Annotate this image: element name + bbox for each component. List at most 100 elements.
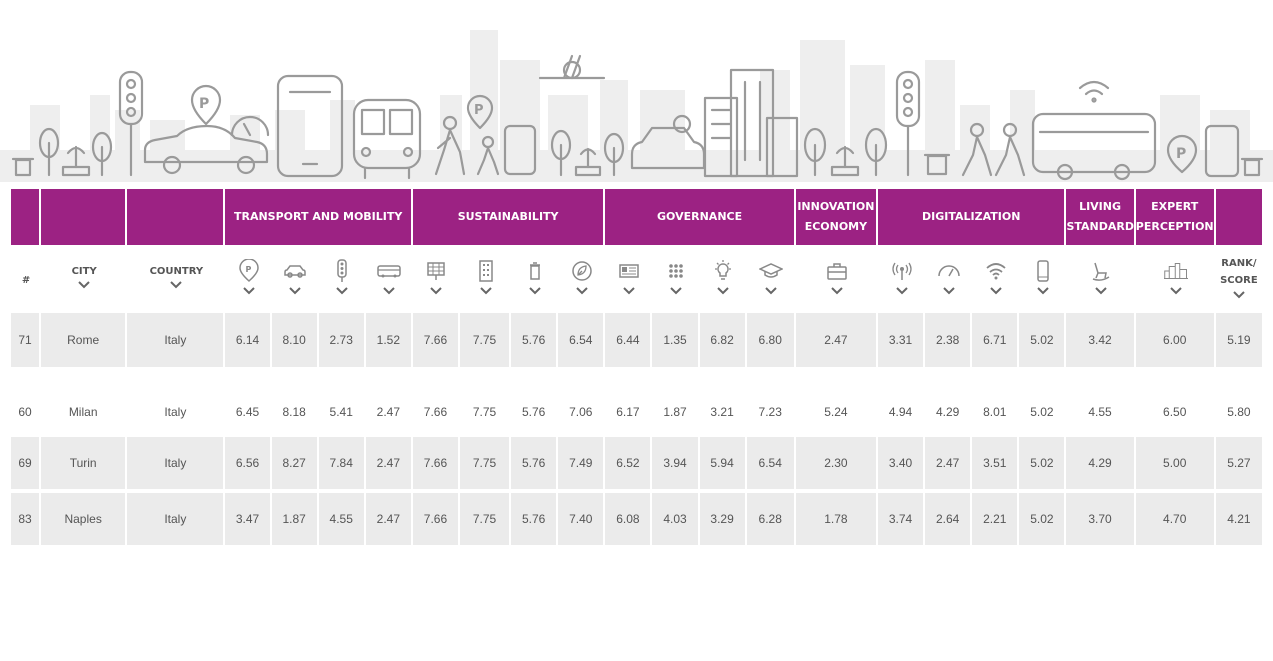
chevron-down-icon[interactable]: [460, 287, 511, 298]
bus-icon: [366, 259, 413, 285]
column-grid-dots[interactable]: [652, 245, 699, 313]
row-value: 7.49: [558, 437, 606, 489]
chevron-down-icon[interactable]: [747, 287, 796, 298]
chevron-down-icon[interactable]: [272, 287, 319, 298]
row-value: 2.64: [925, 493, 973, 545]
row-value: 2.21: [972, 493, 1020, 545]
column-city[interactable]: CITY: [41, 245, 127, 313]
column-briefcase[interactable]: [796, 245, 878, 313]
row-value: 2.47: [365, 437, 413, 489]
row-value: 4.29: [925, 367, 973, 437]
chevron-down-icon[interactable]: [558, 287, 605, 298]
header-blank-4: [1215, 189, 1262, 245]
row-score: 5.80: [1215, 367, 1262, 437]
column-id-card[interactable]: [605, 245, 652, 313]
chevron-down-icon[interactable]: [796, 287, 878, 298]
column-leaf[interactable]: [558, 245, 605, 313]
smart-city-index-table: TRANSPORT AND MOBILITY SUSTAINABILITY GO…: [11, 189, 1262, 545]
column-rocking-chair[interactable]: [1066, 245, 1135, 313]
row-city: Turin: [41, 437, 128, 489]
chevron-down-icon[interactable]: [878, 287, 925, 298]
chevron-down-icon[interactable]: [413, 287, 460, 298]
chevron-down-icon[interactable]: [319, 287, 366, 298]
column-wifi[interactable]: [972, 245, 1019, 313]
column-bus[interactable]: [366, 245, 413, 313]
column-parking[interactable]: P: [225, 245, 271, 313]
chevron-down-icon[interactable]: [366, 287, 413, 298]
chevron-down-icon[interactable]: [225, 287, 271, 298]
chevron-down-icon[interactable]: [1216, 291, 1262, 302]
row-value: 6.14: [225, 313, 272, 367]
row-value: 5.76: [511, 493, 559, 545]
row-value: 7.75: [460, 493, 512, 545]
column-city-skyline[interactable]: [1136, 245, 1216, 313]
row-value: 7.40: [558, 493, 606, 545]
row-value: 8.18: [271, 367, 319, 437]
row-value: 1.35: [652, 313, 700, 367]
chevron-down-icon[interactable]: [1066, 287, 1135, 298]
row-value: 3.51: [972, 437, 1020, 489]
table-body: 71 Rome Italy 6.14 8.10 2.73 1.52 7.66 7…: [11, 313, 1262, 545]
briefcase-icon: [796, 259, 878, 285]
row-value: 7.84: [318, 437, 366, 489]
row-value: 3.70: [1066, 493, 1136, 545]
leaf-icon: [558, 259, 605, 285]
smartphone-icon: [1019, 259, 1066, 285]
row-value: 1.87: [652, 367, 700, 437]
wifi-icon: [972, 259, 1019, 285]
city-skyline-icon: [1136, 259, 1216, 285]
category-transport: TRANSPORT AND MOBILITY: [225, 189, 413, 245]
column-car[interactable]: [272, 245, 319, 313]
chevron-down-icon[interactable]: [652, 287, 699, 298]
grid-dots-icon: [652, 259, 699, 285]
chevron-down-icon[interactable]: [972, 287, 1019, 298]
row-value: 7.66: [412, 313, 460, 367]
chevron-down-icon[interactable]: [925, 287, 972, 298]
column-traffic-light[interactable]: [319, 245, 366, 313]
row-value: 2.30: [795, 437, 878, 489]
column-rank-score[interactable]: RANK/ SCORE: [1216, 245, 1262, 313]
column-antenna[interactable]: [878, 245, 925, 313]
row-city: Naples: [41, 493, 128, 545]
chevron-down-icon[interactable]: [1136, 287, 1216, 298]
row-value: 5.00: [1135, 437, 1216, 489]
row-value: 6.44: [605, 313, 653, 367]
row-value: 3.74: [878, 493, 926, 545]
chevron-down-icon[interactable]: [605, 287, 652, 298]
column-country[interactable]: COUNTRY: [127, 245, 225, 313]
chevron-down-icon[interactable]: [700, 287, 747, 298]
column-building[interactable]: [460, 245, 511, 313]
column-graduation-cap[interactable]: [747, 245, 796, 313]
building-icon: [460, 259, 511, 285]
header-blank-2: [41, 189, 128, 245]
row-value: 2.47: [365, 367, 413, 437]
chevron-down-icon[interactable]: [41, 281, 127, 292]
row-country: Italy: [127, 493, 226, 545]
row-value: 8.27: [271, 437, 319, 489]
rocking-chair-icon: [1066, 259, 1135, 285]
row-value: 2.47: [365, 493, 413, 545]
row-value: 5.02: [1019, 493, 1067, 545]
row-value: 8.01: [972, 367, 1020, 437]
row-value: 6.54: [746, 437, 796, 489]
row-value: 3.94: [652, 437, 700, 489]
antenna-icon: [878, 259, 925, 285]
chevron-down-icon[interactable]: [511, 287, 558, 298]
row-value: 3.42: [1066, 313, 1136, 367]
column-smartphone[interactable]: [1019, 245, 1066, 313]
column-solar-panel[interactable]: [413, 245, 460, 313]
row-value: 2.38: [925, 313, 973, 367]
column-speedometer[interactable]: [925, 245, 972, 313]
category-innovation: INNOVATION ECONOMY: [795, 189, 878, 245]
chevron-down-icon[interactable]: [1019, 287, 1066, 298]
traffic-light-icon: [319, 259, 366, 285]
svg-text:P: P: [245, 265, 251, 274]
column-header-row: # CITY COUNTRY P: [11, 245, 1262, 313]
column-trash-bin[interactable]: [511, 245, 558, 313]
row-value: 4.55: [1066, 367, 1136, 437]
category-sustainability: SUSTAINABILITY: [412, 189, 606, 245]
svg-text:P: P: [474, 103, 484, 118]
column-lightbulb[interactable]: [700, 245, 747, 313]
row-value: 5.02: [1019, 437, 1067, 489]
chevron-down-icon[interactable]: [127, 281, 225, 292]
